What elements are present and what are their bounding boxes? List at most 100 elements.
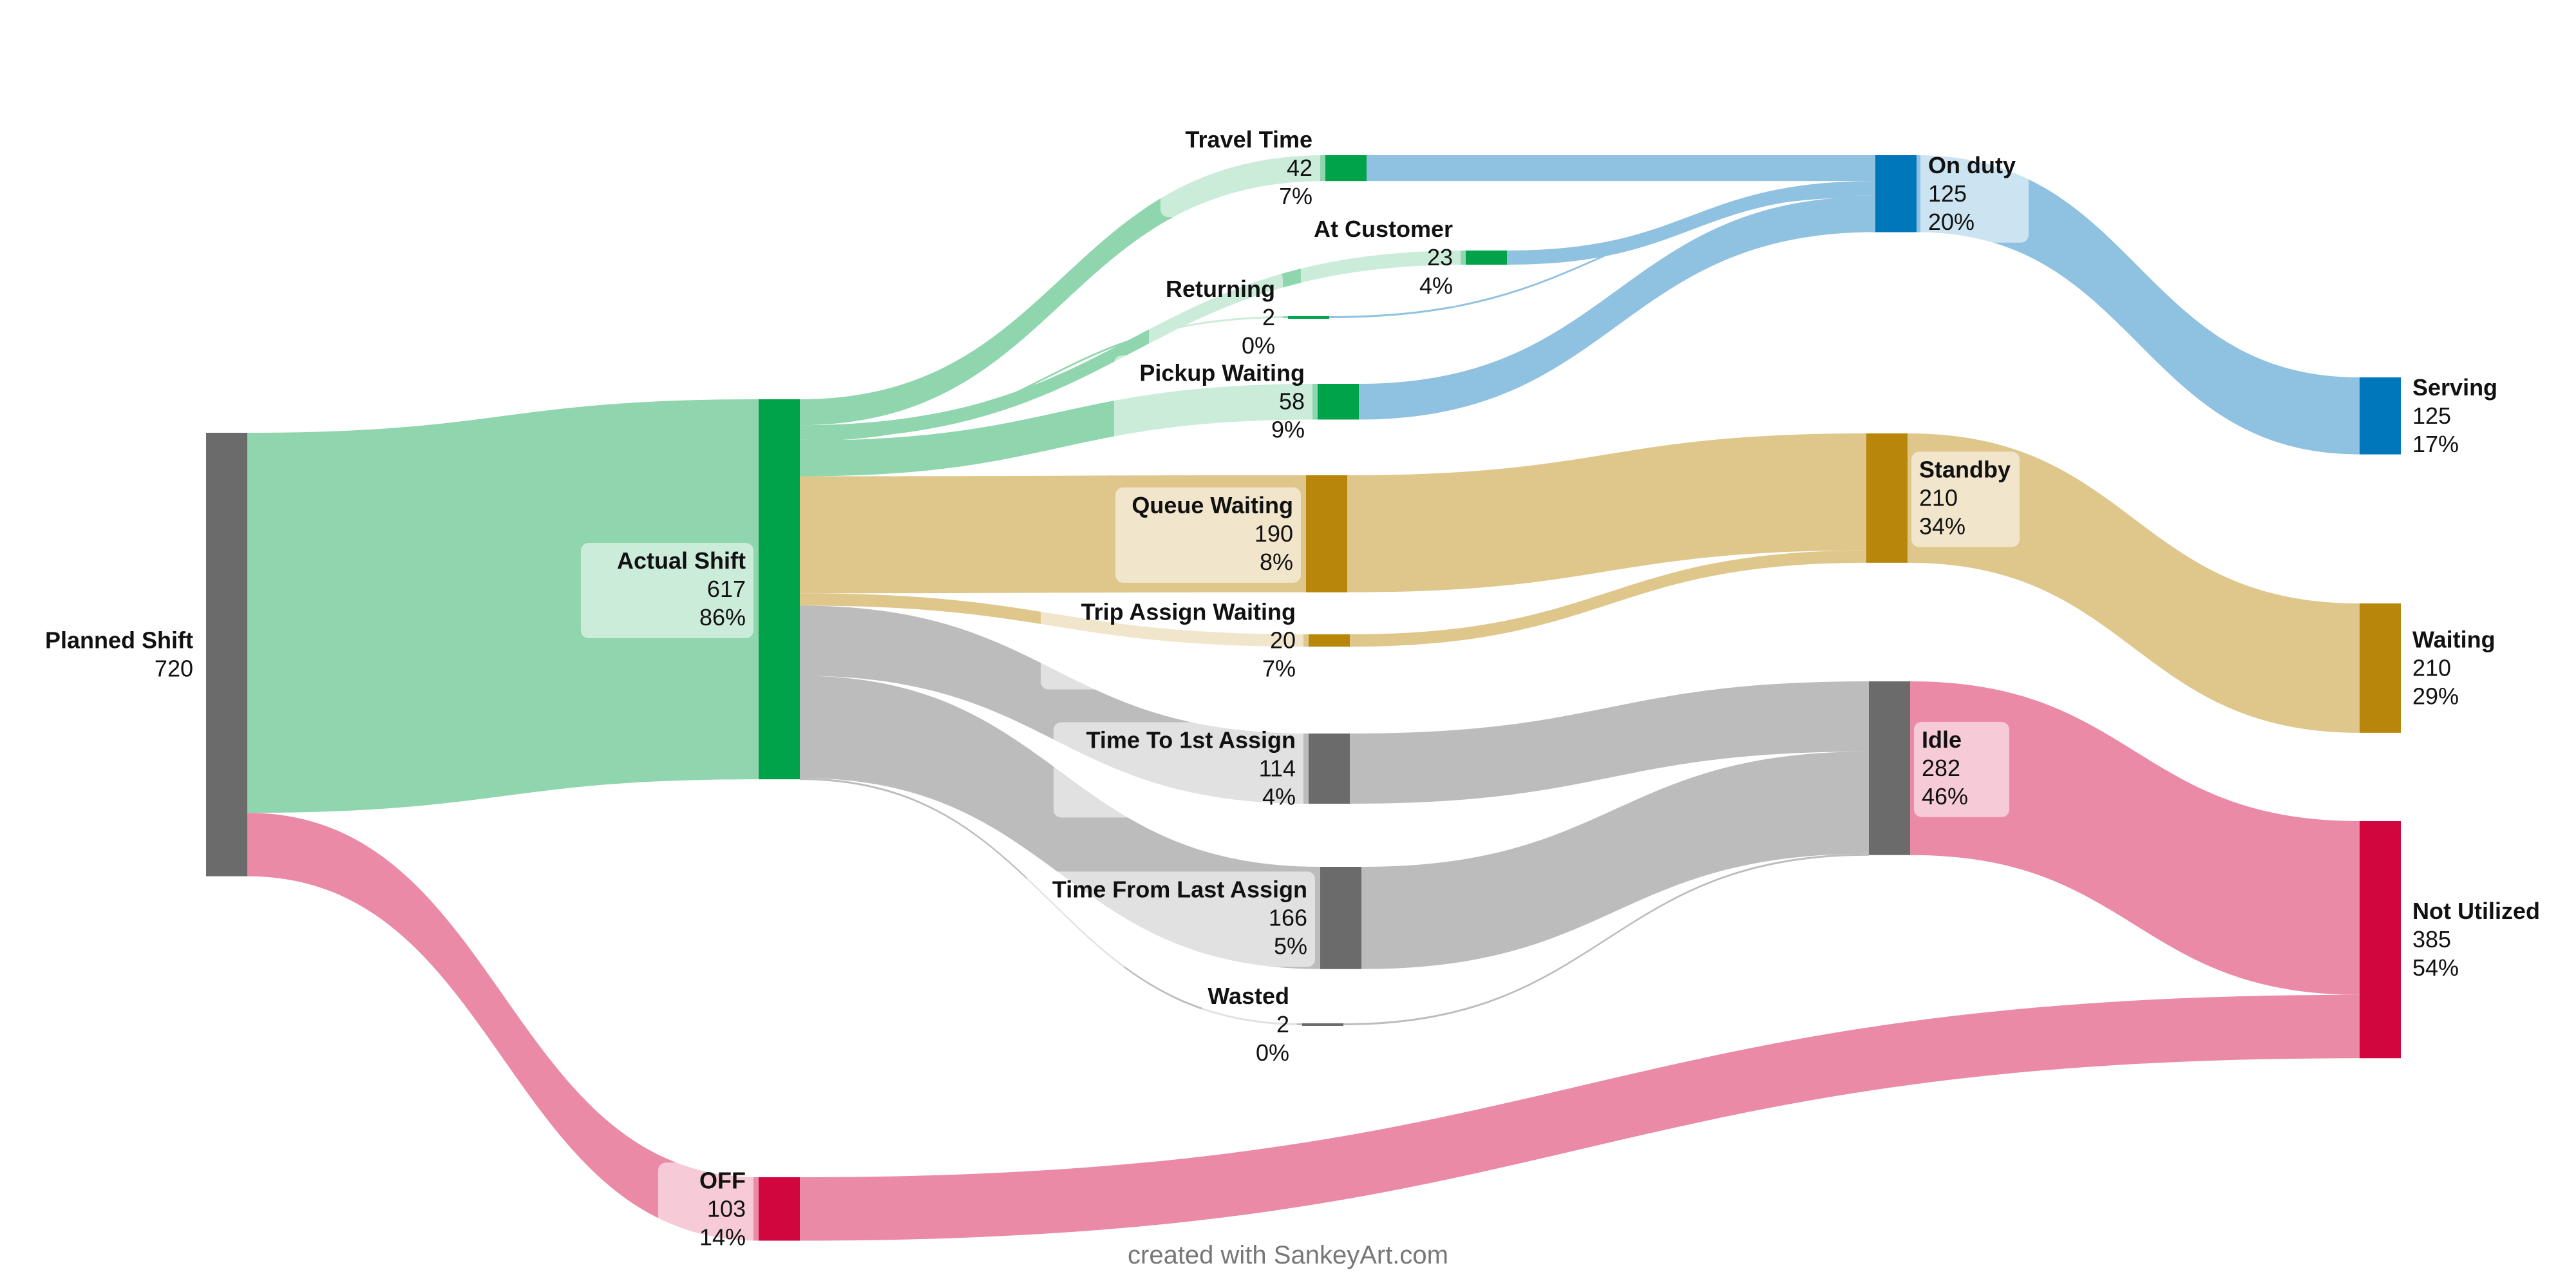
node-idle (1869, 681, 1910, 855)
label-first-value: 114 (1259, 755, 1296, 782)
link-actual-to-returning (800, 316, 1288, 442)
label-actual-value: 617 (707, 576, 746, 602)
label-bg-tripassign (1041, 594, 1303, 690)
link-returning-to-onduty (1329, 195, 1875, 318)
node-atcust (1466, 251, 1507, 265)
label-last-value: 166 (1269, 904, 1307, 931)
label-atcust-value: 23 (1427, 244, 1453, 270)
node-travel (1325, 155, 1367, 182)
label-standby-name: Standby (1919, 456, 2011, 482)
credit-text: created with SankeyArt.com (1128, 1241, 1448, 1269)
node-standby (1866, 433, 1908, 563)
link-planned-to-off (247, 813, 759, 1241)
link-wasted-to-idle (1343, 853, 1869, 1025)
label-serving-value: 125 (2412, 402, 2451, 429)
label-tripassign-value: 20 (1270, 627, 1296, 654)
label-serving-name: Serving (2412, 374, 2497, 401)
label-serving-pct: 17% (2412, 431, 2459, 457)
label-actual-pct: 86% (699, 604, 746, 630)
label-travel-value: 42 (1287, 155, 1312, 181)
node-onduty (1875, 155, 1917, 232)
label-waiting-value: 210 (2412, 654, 2451, 681)
label-waiting-pct: 29% (2412, 683, 2459, 709)
link-first-to-idle (1350, 681, 1869, 804)
label-bg-onduty (1920, 147, 2029, 243)
link-pickup-to-onduty (1359, 196, 1875, 420)
label-returning-name: Returning (1166, 276, 1275, 302)
node-tripassign (1309, 634, 1350, 647)
node-notutil (2360, 821, 2401, 1059)
node-last (1320, 867, 1361, 969)
label-bg-waiting (2405, 621, 2513, 717)
node-queue (1306, 475, 1347, 592)
label-pickup-pct: 9% (1271, 417, 1305, 443)
label-bg-planned (15, 622, 201, 690)
link-queue-to-standby (1347, 433, 1866, 592)
link-tripassign-to-standby (1350, 550, 1866, 647)
node-off (759, 1177, 800, 1241)
link-planned-to-actual (247, 399, 759, 813)
label-bg-wasted (1202, 978, 1297, 1074)
node-planned (206, 433, 247, 876)
label-wasted-pct: 0% (1256, 1039, 1289, 1066)
label-planned-name: Planned Shift (45, 627, 193, 653)
sankey-links (247, 155, 2360, 1241)
node-actual (759, 399, 800, 780)
label-bg-atcust (1301, 211, 1461, 307)
label-wasted-name: Wasted (1208, 983, 1289, 1009)
node-first (1309, 734, 1350, 804)
node-waiting (2360, 603, 2401, 733)
label-standby-value: 210 (1919, 484, 1958, 511)
label-onduty-pct: 20% (1928, 209, 1975, 235)
label-bg-first (1054, 722, 1303, 818)
label-wasted-value: 2 (1276, 1011, 1289, 1037)
label-bg-notutil (2405, 893, 2576, 989)
node-returning (1288, 316, 1329, 319)
label-pickup-value: 58 (1279, 388, 1305, 415)
label-queue-value: 190 (1255, 520, 1293, 547)
label-tripassign-name: Trip Assign Waiting (1081, 599, 1296, 625)
label-pickup-name: Pickup Waiting (1139, 360, 1305, 386)
label-returning-value: 2 (1262, 304, 1275, 330)
label-last-pct: 5% (1274, 933, 1307, 959)
sankey-nodes (206, 155, 2401, 1241)
label-bg-idle (1914, 721, 2009, 817)
label-planned-value: 720 (155, 655, 193, 681)
label-bg-queue (1115, 487, 1301, 583)
label-idle-value: 282 (1922, 755, 1960, 781)
label-bg-pickup (1114, 355, 1312, 451)
label-bg-serving (2405, 369, 2513, 465)
label-notutil-name: Not Utilized (2412, 898, 2540, 924)
label-first-name: Time To 1st Assign (1086, 727, 1296, 753)
link-travel-to-onduty (1367, 155, 1875, 182)
label-bg-standby (1911, 451, 2020, 547)
label-bg-travel (1160, 122, 1320, 218)
label-first-pct: 4% (1262, 784, 1296, 810)
label-atcust-name: At Customer (1314, 216, 1453, 242)
label-onduty-name: On duty (1928, 152, 2016, 178)
link-last-to-idle (1361, 752, 1869, 969)
label-notutil-pct: 54% (2412, 954, 2459, 981)
node-serving (2360, 377, 2401, 455)
label-bg-last (1027, 871, 1315, 967)
link-standby-to-waiting (1908, 433, 2360, 733)
label-idle-name: Idle (1922, 726, 1962, 753)
label-off-value: 103 (707, 1195, 746, 1222)
label-queue-name: Queue Waiting (1132, 492, 1293, 518)
link-idle-to-notutil (1910, 681, 2360, 995)
label-standby-pct: 34% (1919, 513, 1965, 539)
label-bg-actual (581, 543, 753, 639)
node-pickup (1318, 384, 1359, 420)
label-notutil-value: 385 (2412, 926, 2451, 952)
node-wasted (1302, 1023, 1343, 1026)
label-tripassign-pct: 7% (1262, 656, 1296, 682)
label-onduty-value: 125 (1928, 180, 1967, 207)
link-actual-to-travel (800, 155, 1325, 426)
label-bg-returning (1149, 271, 1283, 366)
label-actual-name: Actual Shift (617, 547, 746, 574)
label-bg-off (658, 1162, 753, 1258)
label-travel-name: Travel Time (1186, 126, 1312, 153)
label-off-name: OFF (699, 1167, 746, 1193)
